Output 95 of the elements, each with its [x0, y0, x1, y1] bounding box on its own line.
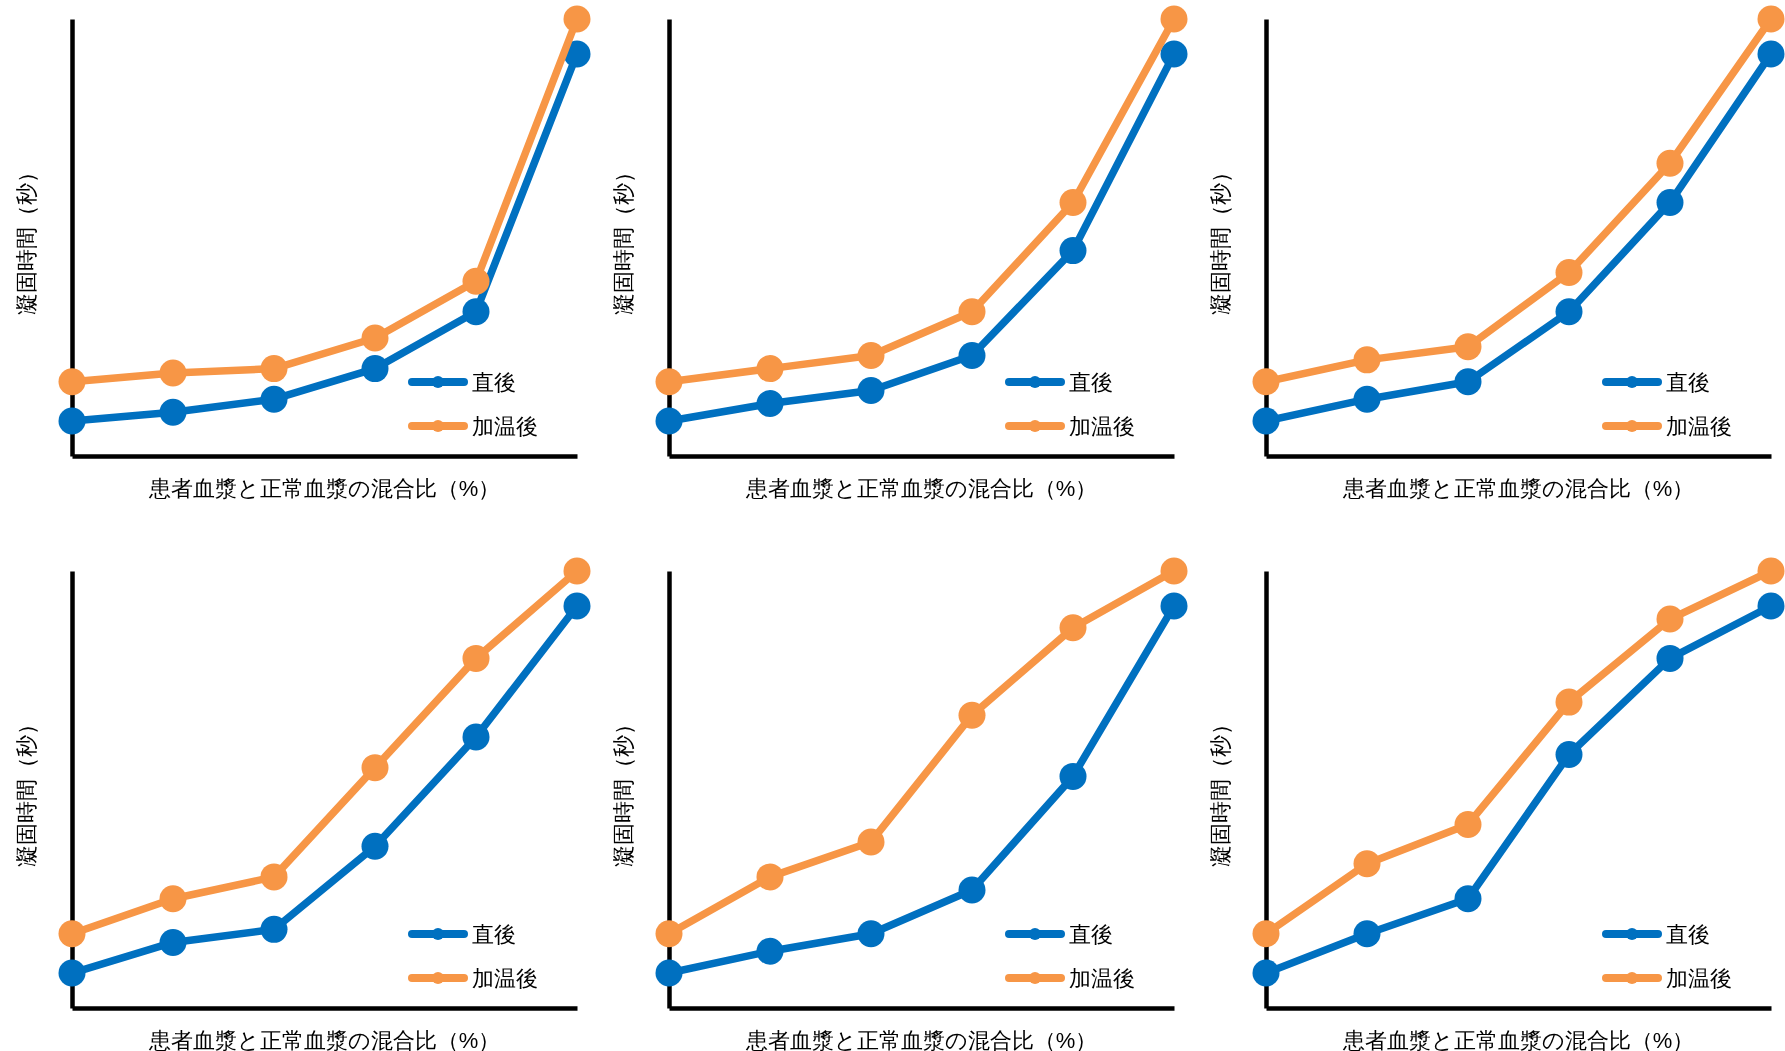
x-axis-title: 患者血漿と正常血漿の混合比（%）: [147, 1027, 501, 1051]
legend-label: 直後: [1666, 921, 1710, 947]
y-axis-title: 凝固時間（秒）: [13, 160, 39, 315]
point: [1656, 644, 1684, 672]
x-axis-title: 患者血漿と正常血漿の混合比（%）: [744, 475, 1098, 501]
point: [1555, 298, 1583, 326]
point: [655, 368, 683, 396]
point: [1059, 189, 1087, 217]
point: [1160, 40, 1188, 68]
point: [361, 324, 389, 352]
point: [756, 937, 784, 965]
point: [159, 359, 187, 387]
point: [756, 863, 784, 891]
point: [857, 342, 885, 369]
x-axis-title: 患者血漿と正常血漿の混合比（%）: [1341, 1027, 1695, 1051]
point: [361, 754, 389, 782]
point: [1757, 40, 1785, 68]
legend-label: 直後: [1069, 369, 1113, 395]
point: [958, 342, 986, 369]
point: [1454, 810, 1482, 838]
point: [1555, 258, 1583, 286]
point: [1555, 741, 1583, 769]
point: [1353, 385, 1381, 413]
point: [756, 355, 784, 383]
point: [462, 298, 490, 326]
legend-label: 加温後: [472, 965, 538, 991]
point: [756, 390, 784, 418]
point: [1353, 850, 1381, 878]
point: [1757, 592, 1785, 620]
point: [958, 701, 986, 729]
point: [857, 920, 885, 948]
point: [563, 592, 591, 620]
point: [159, 398, 187, 426]
point: [1059, 614, 1087, 642]
point: [260, 385, 288, 413]
point: [58, 920, 86, 948]
point: [1059, 762, 1087, 790]
legend-label: 加温後: [1069, 413, 1135, 439]
x-axis-title: 患者血漿と正常血漿の混合比（%）: [744, 1027, 1098, 1051]
point: [857, 376, 885, 404]
point: [159, 885, 187, 913]
legend-label: 加温後: [472, 413, 538, 439]
point: [1656, 189, 1684, 217]
point: [1059, 237, 1087, 265]
point: [462, 644, 490, 672]
point: [58, 407, 86, 435]
point: [1454, 885, 1482, 913]
point: [1454, 368, 1482, 396]
legend-label: 加温後: [1666, 413, 1732, 439]
y-axis-title: 凝固時間（秒）: [610, 712, 636, 867]
point: [1160, 5, 1188, 33]
point: [58, 959, 86, 987]
point: [958, 298, 986, 326]
point: [1252, 920, 1280, 948]
point: [260, 355, 288, 383]
point: [361, 355, 389, 383]
point: [1252, 959, 1280, 987]
legend-label: 直後: [472, 369, 516, 395]
y-axis-title: 凝固時間（秒）: [610, 160, 636, 315]
point: [958, 876, 986, 904]
point: [563, 557, 591, 585]
x-axis-title: 患者血漿と正常血漿の混合比（%）: [147, 475, 501, 501]
point: [1160, 557, 1188, 585]
point: [655, 920, 683, 948]
point: [462, 723, 490, 751]
y-axis-title: 凝固時間（秒）: [1207, 160, 1233, 315]
point: [655, 407, 683, 435]
point: [260, 915, 288, 943]
point: [655, 959, 683, 987]
point: [1454, 333, 1482, 361]
point: [857, 828, 885, 856]
point: [361, 832, 389, 860]
legend-label: 加温後: [1666, 965, 1732, 991]
point: [1252, 407, 1280, 435]
y-axis-title: 凝固時間（秒）: [13, 712, 39, 867]
point: [563, 5, 591, 33]
point: [1757, 557, 1785, 585]
y-axis-title: 凝固時間（秒）: [1207, 712, 1233, 867]
point: [1160, 592, 1188, 620]
point: [58, 368, 86, 396]
point: [159, 928, 187, 956]
point: [1353, 346, 1381, 374]
legend-label: 直後: [1666, 369, 1710, 395]
point: [1757, 5, 1785, 33]
legend-label: 直後: [1069, 921, 1113, 947]
legend-label: 加温後: [1069, 965, 1135, 991]
point: [260, 863, 288, 891]
point: [1555, 688, 1583, 716]
point: [1353, 920, 1381, 948]
point: [462, 267, 490, 295]
legend-label: 直後: [472, 921, 516, 947]
point: [1252, 368, 1280, 396]
x-axis-title: 患者血漿と正常血漿の混合比（%）: [1341, 475, 1695, 501]
point: [1656, 605, 1684, 633]
point: [1656, 149, 1684, 177]
